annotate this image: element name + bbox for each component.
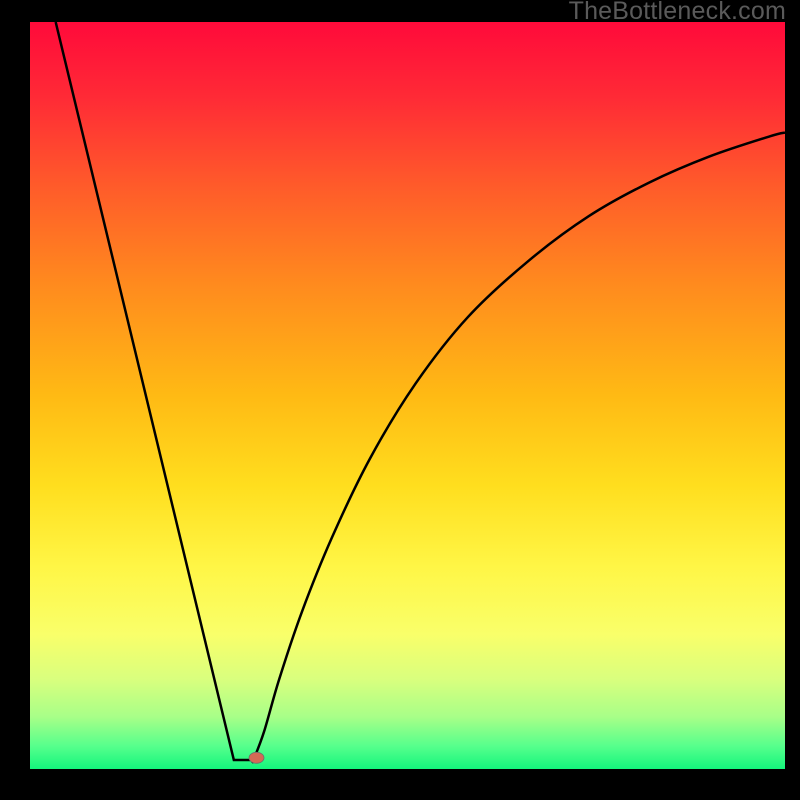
chart-outer-frame: TheBottleneck.com [0,0,800,800]
attribution-watermark: TheBottleneck.com [569,0,786,22]
marker-dot [249,752,264,763]
bottleneck-curve [56,22,785,762]
plot-area [30,22,785,769]
curve-layer [30,22,785,769]
